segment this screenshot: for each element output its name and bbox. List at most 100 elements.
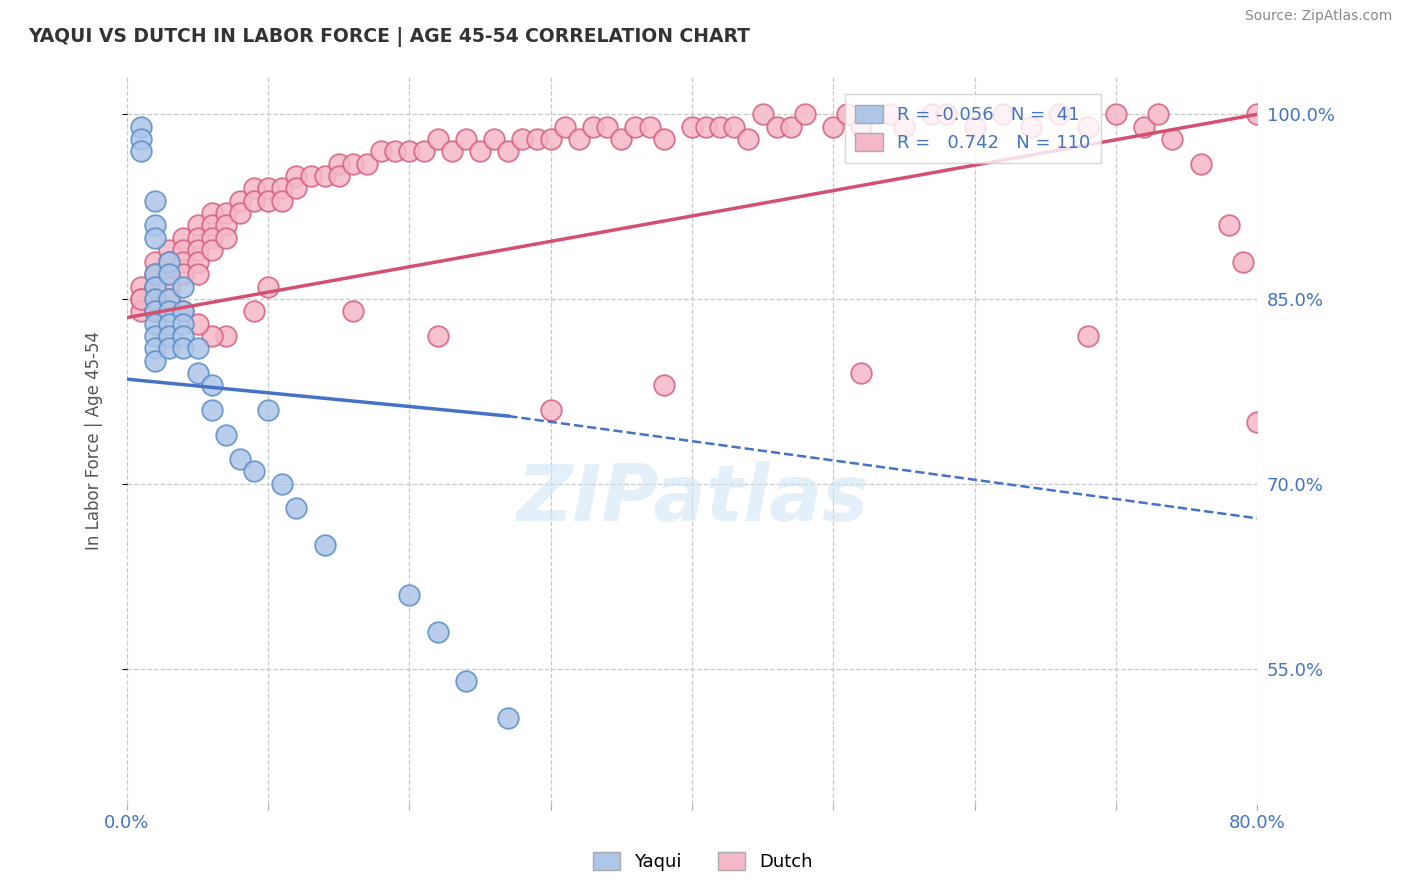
Point bbox=[851, 120, 873, 134]
Point bbox=[143, 280, 166, 294]
Point bbox=[314, 169, 336, 183]
Point bbox=[172, 304, 194, 318]
Point bbox=[1133, 120, 1156, 134]
Point bbox=[201, 403, 224, 417]
Point bbox=[201, 230, 224, 244]
Point bbox=[187, 243, 209, 257]
Legend: R = -0.056   N =  41, R =   0.742   N = 110: R = -0.056 N = 41, R = 0.742 N = 110 bbox=[845, 94, 1101, 163]
Point bbox=[328, 169, 350, 183]
Text: ZIPatlas: ZIPatlas bbox=[516, 461, 868, 537]
Point bbox=[257, 403, 280, 417]
Point bbox=[201, 218, 224, 232]
Point bbox=[540, 403, 562, 417]
Point bbox=[172, 280, 194, 294]
Point bbox=[638, 120, 661, 134]
Point bbox=[172, 317, 194, 331]
Point bbox=[991, 107, 1014, 121]
Point bbox=[157, 292, 180, 306]
Point bbox=[201, 329, 224, 343]
Point bbox=[243, 304, 266, 318]
Point bbox=[243, 465, 266, 479]
Point bbox=[201, 243, 224, 257]
Point bbox=[257, 280, 280, 294]
Point bbox=[187, 218, 209, 232]
Point bbox=[157, 317, 180, 331]
Point bbox=[935, 107, 957, 121]
Point bbox=[243, 194, 266, 208]
Point bbox=[187, 230, 209, 244]
Point bbox=[384, 145, 406, 159]
Point bbox=[157, 255, 180, 269]
Point bbox=[596, 120, 619, 134]
Point bbox=[129, 132, 152, 146]
Point bbox=[215, 427, 238, 442]
Point bbox=[1189, 156, 1212, 170]
Point bbox=[172, 243, 194, 257]
Point bbox=[779, 120, 801, 134]
Point bbox=[398, 588, 420, 602]
Point bbox=[129, 304, 152, 318]
Point bbox=[1105, 107, 1128, 121]
Point bbox=[271, 476, 294, 491]
Point bbox=[257, 181, 280, 195]
Point bbox=[143, 268, 166, 282]
Point bbox=[143, 317, 166, 331]
Point bbox=[681, 120, 703, 134]
Point bbox=[1246, 107, 1268, 121]
Point bbox=[215, 206, 238, 220]
Point bbox=[582, 120, 605, 134]
Point bbox=[143, 218, 166, 232]
Point bbox=[426, 624, 449, 639]
Point bbox=[610, 132, 633, 146]
Point bbox=[285, 501, 308, 516]
Point bbox=[851, 366, 873, 380]
Point bbox=[468, 145, 491, 159]
Point bbox=[398, 145, 420, 159]
Point bbox=[143, 304, 166, 318]
Point bbox=[229, 452, 252, 467]
Point bbox=[157, 243, 180, 257]
Point bbox=[157, 304, 180, 318]
Point bbox=[328, 156, 350, 170]
Point bbox=[652, 378, 675, 392]
Point bbox=[157, 329, 180, 343]
Point bbox=[271, 194, 294, 208]
Point bbox=[172, 230, 194, 244]
Point bbox=[1246, 415, 1268, 429]
Point bbox=[143, 280, 166, 294]
Point bbox=[215, 230, 238, 244]
Text: Source: ZipAtlas.com: Source: ZipAtlas.com bbox=[1244, 9, 1392, 23]
Point bbox=[187, 342, 209, 356]
Point bbox=[342, 304, 364, 318]
Legend: Yaqui, Dutch: Yaqui, Dutch bbox=[586, 845, 820, 879]
Point bbox=[356, 156, 378, 170]
Point bbox=[257, 194, 280, 208]
Point bbox=[299, 169, 322, 183]
Point bbox=[723, 120, 745, 134]
Point bbox=[440, 145, 463, 159]
Point bbox=[412, 145, 434, 159]
Point bbox=[1147, 107, 1170, 121]
Point bbox=[187, 366, 209, 380]
Point bbox=[1019, 120, 1042, 134]
Point bbox=[879, 107, 901, 121]
Point bbox=[201, 378, 224, 392]
Point bbox=[568, 132, 591, 146]
Point bbox=[285, 169, 308, 183]
Point bbox=[157, 292, 180, 306]
Point bbox=[229, 194, 252, 208]
Point bbox=[498, 711, 520, 725]
Point bbox=[143, 329, 166, 343]
Point bbox=[1076, 120, 1098, 134]
Point bbox=[143, 304, 166, 318]
Point bbox=[187, 255, 209, 269]
Point bbox=[695, 120, 717, 134]
Point bbox=[187, 317, 209, 331]
Point bbox=[963, 120, 986, 134]
Point bbox=[129, 120, 152, 134]
Point bbox=[215, 329, 238, 343]
Point bbox=[454, 132, 477, 146]
Point bbox=[1047, 107, 1070, 121]
Point bbox=[157, 342, 180, 356]
Point bbox=[837, 107, 859, 121]
